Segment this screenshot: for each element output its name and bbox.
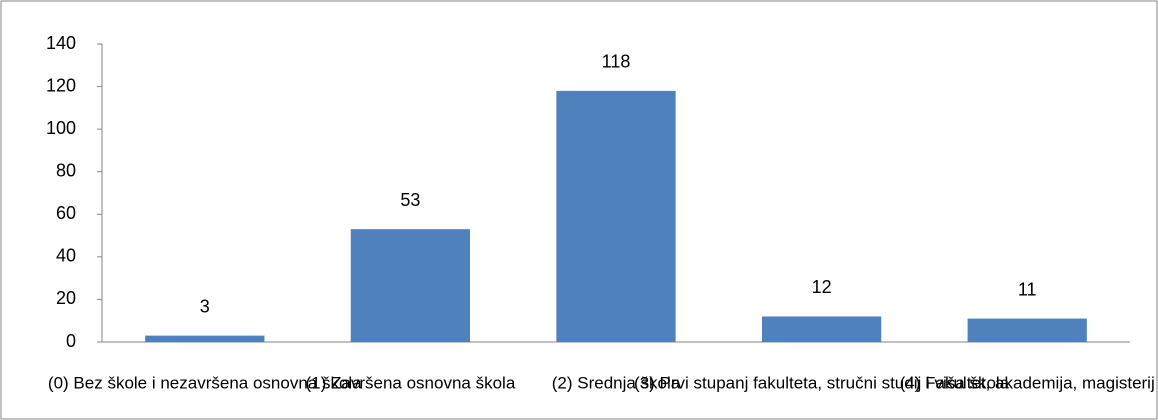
y-tick-label: 120	[46, 75, 76, 95]
y-tick-label: 100	[46, 118, 76, 138]
x-tick-label: (1) Završena osnovna škola	[306, 373, 516, 392]
bar	[761, 316, 882, 342]
x-tick-label: (4) Fakultet, akademija, magisterij	[900, 373, 1155, 392]
y-tick-label: 140	[46, 33, 76, 53]
y-tick-label: 0	[66, 331, 76, 351]
x-tick-label: (3) Prvi stupanj fakulteta, stručni stud…	[634, 373, 1010, 392]
x-tick-label: (0) Bez škole i nezavršena osnovna škola	[48, 373, 362, 392]
y-tick-label: 20	[56, 288, 76, 308]
bar	[967, 318, 1087, 342]
y-tick-label: 40	[56, 246, 76, 266]
data-label: 53	[400, 190, 420, 210]
bar	[145, 335, 265, 342]
bar	[350, 229, 471, 342]
data-label: 12	[812, 277, 832, 297]
bar	[556, 90, 676, 342]
data-label: 3	[200, 296, 210, 316]
x-tick-label: (2) Srednja škola	[552, 373, 681, 392]
data-label: 11	[1018, 279, 1037, 299]
y-tick-label: 80	[56, 160, 76, 180]
data-label: 118	[602, 52, 631, 72]
y-tick-label: 60	[56, 203, 76, 223]
